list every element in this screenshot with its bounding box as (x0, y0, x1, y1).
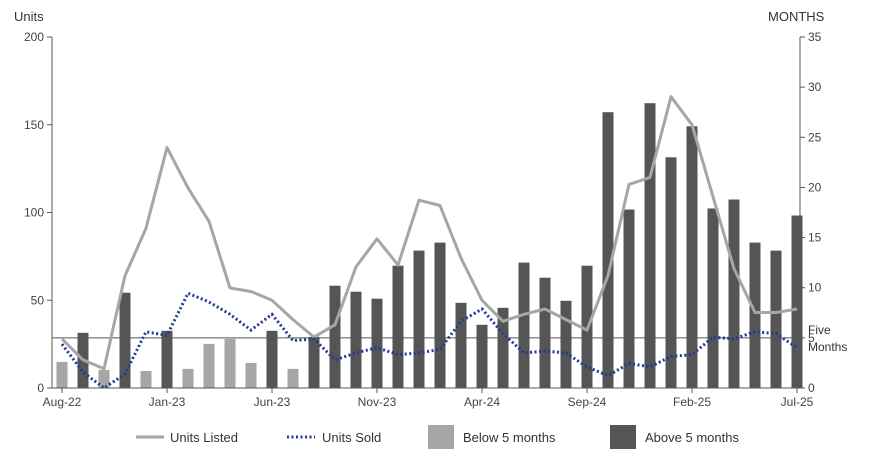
bar-month-3 (119, 292, 131, 388)
legend-above-5-months-label: Above 5 months (645, 430, 739, 445)
bar-month-20 (476, 324, 488, 388)
reference-label-line1: Five (808, 323, 831, 337)
legend-below-5-months-label: Below 5 months (463, 430, 556, 445)
bar-month-5 (161, 330, 173, 388)
bar-month-8 (224, 338, 236, 388)
right-tick-label-15: 15 (808, 231, 822, 245)
right-tick-label-25: 25 (808, 130, 822, 144)
bar-month-13 (329, 285, 341, 388)
bar-month-2 (98, 369, 110, 388)
bar-month-0 (56, 361, 68, 388)
bar-month-32 (728, 199, 740, 388)
left-tick-label-0: 0 (37, 381, 44, 395)
bar-month-7 (203, 343, 215, 388)
bar-month-29 (665, 157, 677, 388)
legend-units-sold-label: Units Sold (322, 430, 381, 445)
bar-month-21 (497, 307, 509, 388)
x-tick-label-Sep-24: Sep-24 (568, 395, 607, 409)
x-tick-label-Jun-23: Jun-23 (254, 395, 291, 409)
bar-month-4 (140, 371, 152, 388)
bar-month-33 (749, 242, 761, 388)
bar-month-27 (623, 209, 635, 388)
x-tick-label-Jan-23: Jan-23 (149, 395, 186, 409)
bar-month-22 (518, 262, 530, 388)
bar-month-11 (287, 368, 299, 388)
bar-month-10 (266, 330, 278, 388)
x-tick-label-Apr-24: Apr-24 (464, 395, 500, 409)
legend-above-5-months-swatch (610, 425, 636, 449)
right-axis-title: MONTHS (768, 9, 825, 24)
legend-units-listed-label: Units Listed (170, 430, 238, 445)
left-tick-label-100: 100 (24, 206, 44, 220)
bar-month-15 (371, 298, 383, 388)
units-sold-line (60, 291, 798, 390)
x-tick-label-Nov-23: Nov-23 (358, 395, 397, 409)
bar-month-6 (182, 368, 194, 388)
left-axis-ticks: 0 50 100 150 200 (24, 30, 52, 395)
x-tick-label-Jul-25: Jul-25 (781, 395, 814, 409)
bar-month-17 (413, 250, 425, 388)
left-tick-label-200: 200 (24, 30, 44, 44)
bar-month-26 (602, 112, 614, 388)
bar-month-12 (308, 336, 320, 388)
right-tick-label-0: 0 (808, 381, 815, 395)
bar-month-35 (791, 215, 803, 388)
bar-month-31 (707, 208, 719, 388)
legend-below-5-months-swatch (428, 425, 454, 449)
units-listed-line (60, 95, 798, 371)
left-tick-label-50: 50 (31, 293, 45, 307)
bar-month-18 (434, 242, 446, 388)
reference-label-line2: Months (808, 340, 847, 354)
bar-month-24 (560, 300, 572, 388)
right-tick-label-30: 30 (808, 80, 822, 94)
bar-month-14 (350, 291, 362, 388)
left-tick-label-150: 150 (24, 118, 44, 132)
x-axis-ticks: Aug-22 Jan-23 Jun-23 Nov-23 Apr-24 Sep-24 Feb-… (43, 388, 814, 409)
bar-month-28 (644, 103, 656, 388)
bar-month-30 (686, 126, 698, 389)
right-tick-label-35: 35 (808, 30, 822, 44)
left-axis-title: Units (14, 9, 44, 24)
bar-month-34 (770, 250, 782, 388)
bar-month-23 (539, 277, 551, 388)
bar-month-9 (245, 362, 257, 388)
bar-month-16 (392, 265, 404, 388)
bars-layer (56, 103, 803, 389)
x-tick-label-Feb-25: Feb-25 (673, 395, 711, 409)
x-tick-label-Aug-22: Aug-22 (43, 395, 82, 409)
right-tick-label-5: 5 (808, 331, 815, 345)
right-tick-label-10: 10 (808, 281, 822, 295)
right-axis-ticks: 0 5 10 15 20 25 30 35 (800, 30, 822, 395)
bar-month-19 (455, 302, 467, 388)
right-tick-label-20: 20 (808, 180, 822, 194)
legend: Units Listed Units Sold Below 5 months A… (136, 425, 739, 449)
